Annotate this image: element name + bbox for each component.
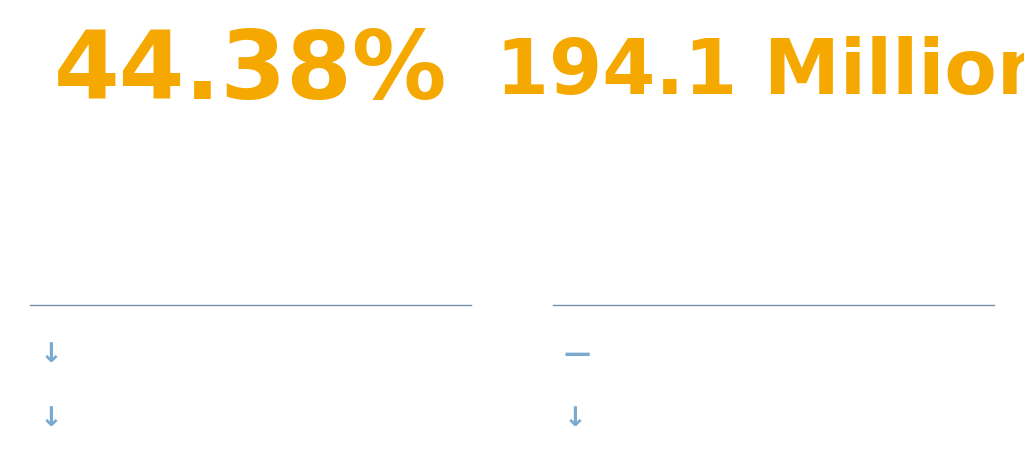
Text: 6.6%: 6.6% [95, 406, 167, 431]
Text: since last week: since last week [715, 342, 955, 368]
Text: ↓: ↓ [563, 406, 586, 431]
Text: 10.1%: 10.1% [618, 406, 708, 431]
Text: 0.0%: 0.0% [618, 342, 690, 368]
Text: since last month: since last month [191, 406, 450, 431]
Text: since last week: since last week [191, 342, 432, 368]
Text: ↓: ↓ [40, 406, 62, 431]
Text: acres of crops in U.S. are
experiencing drought
conditions this week.: acres of crops in U.S. are experiencing … [591, 156, 956, 256]
Text: 194.1 Million: 194.1 Million [496, 36, 1024, 110]
Text: 1.4%: 1.4% [95, 342, 167, 368]
Text: of the U.S. and 53.02% of
the lower 48 states are in
drought this week.: of the U.S. and 53.02% of the lower 48 s… [63, 156, 437, 256]
Text: since last month: since last month [738, 406, 997, 431]
Text: 44.38%: 44.38% [53, 27, 447, 119]
Text: ↓: ↓ [40, 342, 62, 368]
Text: —: — [563, 342, 591, 368]
